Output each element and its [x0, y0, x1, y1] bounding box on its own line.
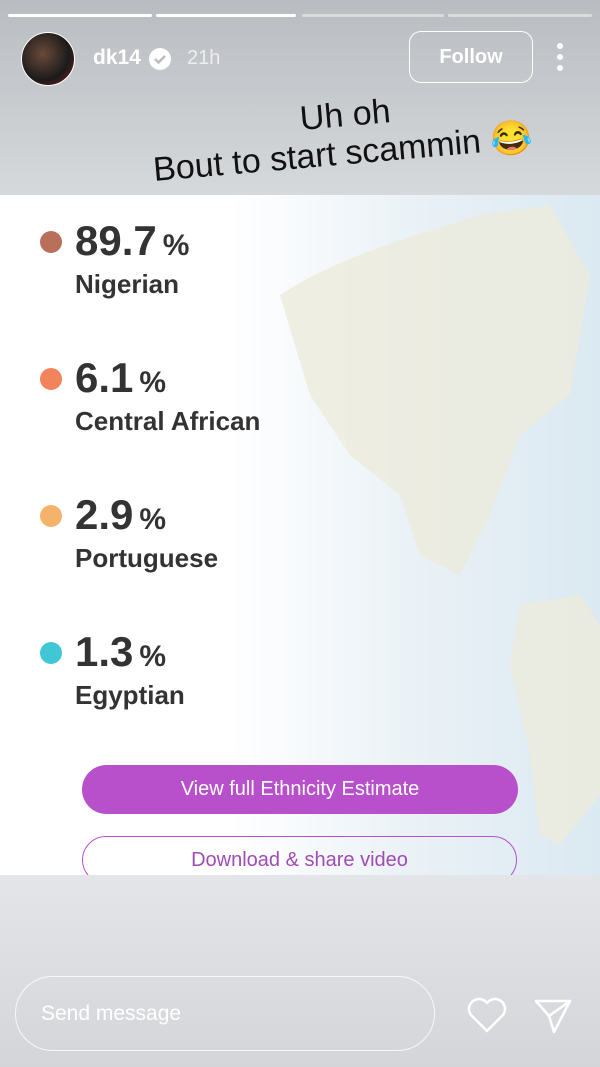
primary-button[interactable]: View full Ethnicity Estimate — [82, 765, 518, 814]
avatar[interactable] — [21, 32, 75, 86]
more-menu[interactable] — [552, 42, 568, 72]
percent-unit: % — [139, 366, 167, 399]
result-item: 6.1% Central African — [40, 354, 340, 462]
percent-value: 2.9 — [75, 491, 134, 538]
share-button[interactable] — [532, 996, 574, 1036]
results-card: 89.7% Nigerian 6.1% Central African 2.9% Port… — [0, 195, 600, 875]
color-dot — [40, 642, 62, 664]
ethnicity-label: Central African — [75, 406, 261, 436]
percent-unit: % — [139, 503, 167, 536]
ethnicity-label: Egyptian — [75, 680, 185, 710]
percent: 1.3% — [75, 628, 166, 676]
secondary-button[interactable]: Download & share video — [82, 836, 517, 875]
result-item: 89.7% Nigerian — [40, 217, 340, 325]
ethnicity-label: Portuguese — [75, 543, 219, 573]
post-time: 21h — [187, 47, 221, 69]
percent: 89.7% — [75, 217, 189, 265]
map-background — [280, 205, 600, 845]
color-dot — [40, 505, 62, 527]
ethnicity-label: Nigerian — [75, 269, 180, 299]
follow-button[interactable]: Follow — [409, 31, 533, 83]
percent-value: 6.1 — [75, 354, 134, 401]
percent: 2.9% — [75, 491, 166, 539]
username[interactable]: dk14 — [93, 46, 141, 69]
percent: 6.1% — [75, 354, 166, 402]
percent-unit: % — [162, 229, 190, 262]
progress-segment — [448, 14, 592, 17]
percent-unit: % — [139, 640, 167, 673]
percent-value: 89.7 — [75, 217, 157, 264]
progress-segment — [8, 14, 152, 17]
color-dot — [40, 368, 62, 390]
color-dot — [40, 231, 62, 253]
percent-value: 1.3 — [75, 628, 134, 675]
progress-segment — [302, 14, 444, 17]
result-item: 1.3% Egyptian — [40, 628, 340, 736]
message-input[interactable]: Send message — [15, 976, 435, 1051]
progress-segment — [156, 14, 296, 17]
result-item: 2.9% Portuguese — [40, 491, 340, 599]
like-button[interactable] — [466, 996, 508, 1034]
verified-badge — [149, 48, 171, 70]
